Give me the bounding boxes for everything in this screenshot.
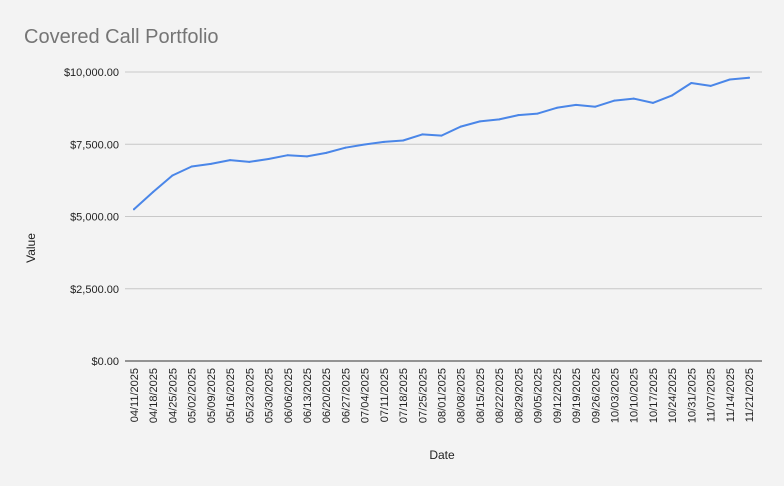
data-point (402, 139, 405, 142)
data-point (594, 105, 597, 108)
x-tick-label: 08/29/2025 (513, 368, 525, 423)
y-tick-label: $5,000.00 (70, 212, 119, 224)
x-tick-label: 07/18/2025 (398, 368, 410, 423)
x-tick-label: 06/20/2025 (321, 368, 333, 423)
data-point (325, 151, 328, 154)
data-point (709, 84, 712, 87)
x-tick-label: 10/17/2025 (648, 368, 660, 423)
data-point (305, 155, 308, 158)
chart-title: Covered Call Portfolio (24, 26, 219, 48)
y-tick-label: $0.00 (91, 356, 119, 368)
data-point (651, 101, 654, 104)
x-tick-label: 06/13/2025 (302, 368, 314, 423)
x-axis-ticks: 04/11/2025 04/18/2025 04/25/2025 05/02/2025… (129, 368, 756, 423)
data-point (632, 97, 635, 100)
x-tick-label: 08/22/2025 (494, 368, 506, 423)
y-axis-ticks: $0.00 $2,500.00 $5,000.00 $7,500.00 $10,000.… (64, 67, 119, 368)
data-point (440, 134, 443, 137)
data-point (171, 174, 174, 177)
data-point (248, 160, 251, 163)
data-point (363, 143, 366, 146)
data-point (748, 76, 750, 79)
x-tick-label: 10/03/2025 (609, 368, 621, 423)
data-point (229, 159, 232, 162)
x-tick-label: 06/06/2025 (283, 368, 295, 423)
data-point (209, 162, 212, 165)
data-point (382, 140, 385, 143)
x-tick-label: 05/23/2025 (244, 368, 256, 423)
data-point (152, 190, 155, 193)
data-point (344, 146, 347, 149)
x-tick-label: 05/02/2025 (187, 368, 199, 423)
data-point (498, 118, 501, 121)
data-point (286, 154, 289, 157)
x-tick-label: 04/18/2025 (148, 368, 160, 423)
x-tick-label: 09/19/2025 (571, 368, 583, 423)
y-tick-label: $7,500.00 (70, 139, 119, 151)
x-tick-label: 08/15/2025 (475, 368, 487, 423)
x-tick-label: 11/21/2025 (744, 368, 756, 422)
data-point (478, 120, 481, 123)
y-axis-title: Value (24, 233, 38, 263)
x-tick-label: 05/30/2025 (264, 368, 276, 423)
data-point (536, 112, 539, 115)
x-tick-label: 04/11/2025 (129, 368, 141, 422)
data-point (421, 133, 424, 136)
data-point (728, 78, 731, 81)
data-point (517, 114, 520, 117)
x-tick-label: 07/04/2025 (360, 368, 372, 423)
data-point (613, 99, 616, 102)
x-tick-label: 09/05/2025 (533, 368, 545, 423)
data-point (190, 165, 193, 168)
data-point (575, 103, 578, 106)
x-tick-label: 08/08/2025 (456, 368, 468, 423)
gridlines (125, 71, 762, 362)
x-axis-title: Date (429, 448, 455, 462)
x-tick-label: 11/07/2025 (706, 368, 718, 422)
data-point (555, 106, 558, 109)
x-tick-label: 06/27/2025 (340, 368, 352, 423)
x-tick-label: 09/26/2025 (590, 368, 602, 423)
data-point (671, 94, 674, 97)
series-line (133, 76, 750, 211)
y-tick-label: $10,000.00 (64, 67, 119, 79)
x-tick-label: 10/31/2025 (686, 368, 698, 423)
data-point (459, 125, 462, 128)
x-tick-label: 05/09/2025 (206, 368, 218, 423)
x-tick-label: 10/24/2025 (667, 368, 679, 423)
x-tick-label: 08/01/2025 (437, 368, 449, 423)
x-tick-label: 11/14/2025 (725, 368, 737, 422)
data-point (267, 157, 270, 160)
data-point (133, 208, 135, 211)
x-tick-label: 10/10/2025 (629, 368, 641, 423)
data-point (690, 81, 693, 84)
x-tick-label: 04/25/2025 (167, 368, 179, 423)
x-tick-label: 05/16/2025 (225, 368, 237, 423)
x-tick-label: 07/25/2025 (417, 368, 429, 423)
x-tick-label: 07/11/2025 (379, 368, 391, 422)
series-layer (133, 76, 750, 211)
y-tick-label: $2,500.00 (70, 284, 119, 296)
x-tick-label: 09/12/2025 (552, 368, 564, 423)
